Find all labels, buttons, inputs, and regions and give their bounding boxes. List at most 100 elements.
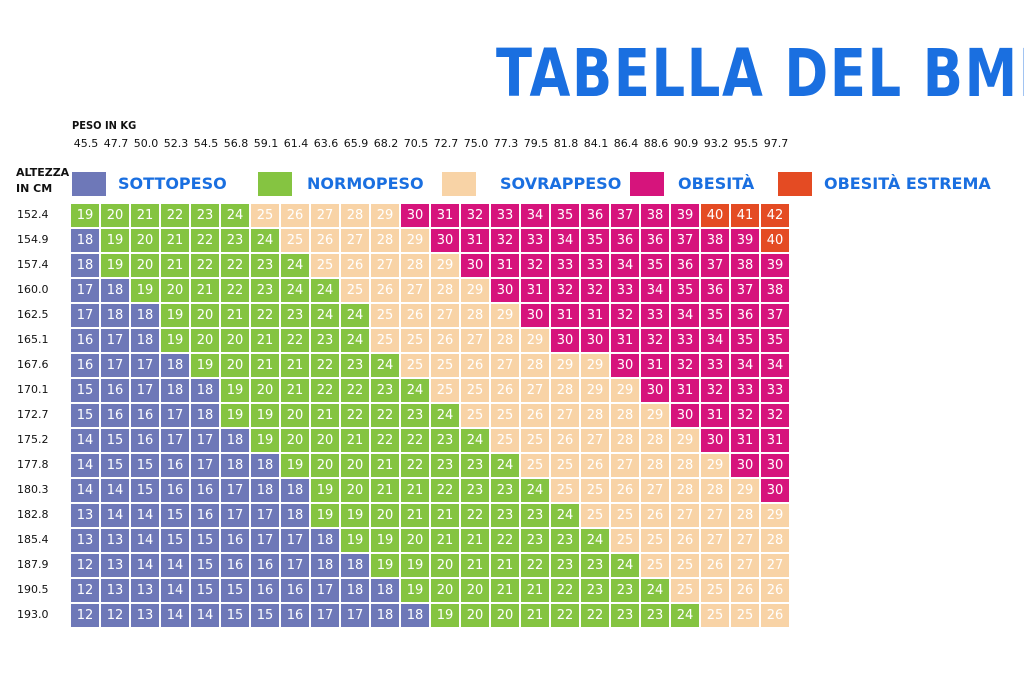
bmi-cell: 24 xyxy=(581,529,609,552)
bmi-cell: 27 xyxy=(491,354,519,377)
bmi-cell: 22 xyxy=(191,229,219,252)
bmi-cell: 32 xyxy=(701,379,729,402)
bmi-cell: 18 xyxy=(341,554,369,577)
bmi-cell: 17 xyxy=(131,354,159,377)
bmi-cell: 19 xyxy=(161,329,189,352)
bmi-cell: 28 xyxy=(641,429,669,452)
bmi-cell: 20 xyxy=(281,404,309,427)
bmi-cell: 23 xyxy=(551,529,579,552)
bmi-cell: 17 xyxy=(311,604,339,627)
bmi-cell: 17 xyxy=(101,354,129,377)
legend-label-0: SOTTOPESO xyxy=(118,174,227,193)
bmi-cell: 19 xyxy=(311,479,339,502)
bmi-cell: 36 xyxy=(701,279,729,302)
bmi-cell: 21 xyxy=(191,279,219,302)
bmi-cell: 27 xyxy=(521,379,549,402)
bmi-cell: 24 xyxy=(311,279,339,302)
bmi-cell: 21 xyxy=(251,329,279,352)
bmi-cell: 38 xyxy=(731,254,759,277)
bmi-cell: 35 xyxy=(581,229,609,252)
bmi-cell: 20 xyxy=(431,579,459,602)
bmi-cell: 20 xyxy=(221,329,249,352)
bmi-cell: 21 xyxy=(251,354,279,377)
bmi-cell: 27 xyxy=(641,479,669,502)
bmi-cell: 27 xyxy=(731,529,759,552)
bmi-cell: 25 xyxy=(671,579,699,602)
bmi-cell: 25 xyxy=(491,429,519,452)
weight-tick-label: 68.2 xyxy=(373,137,399,150)
bmi-cell: 15 xyxy=(161,529,189,552)
bmi-cell: 19 xyxy=(401,554,429,577)
bmi-cell: 18 xyxy=(161,379,189,402)
height-tick-label: 165.1 xyxy=(17,333,49,346)
bmi-cell: 13 xyxy=(71,529,99,552)
bmi-cell: 22 xyxy=(491,529,519,552)
bmi-cell: 27 xyxy=(431,304,459,327)
bmi-cell: 26 xyxy=(461,354,489,377)
bmi-cell: 23 xyxy=(581,579,609,602)
bmi-cell: 29 xyxy=(641,404,669,427)
bmi-cell: 15 xyxy=(131,454,159,477)
bmi-cell: 19 xyxy=(71,204,99,227)
bmi-cell: 15 xyxy=(221,604,249,627)
bmi-cell: 28 xyxy=(431,279,459,302)
bmi-cell: 21 xyxy=(461,554,489,577)
bmi-cell: 21 xyxy=(491,579,519,602)
bmi-cell: 16 xyxy=(251,579,279,602)
bmi-cell: 21 xyxy=(461,529,489,552)
bmi-cell: 34 xyxy=(761,354,789,377)
bmi-cell: 29 xyxy=(551,354,579,377)
bmi-cell: 28 xyxy=(491,329,519,352)
bmi-cell: 23 xyxy=(431,429,459,452)
bmi-cell: 17 xyxy=(131,379,159,402)
bmi-cell: 16 xyxy=(131,429,159,452)
bmi-cell: 34 xyxy=(551,229,579,252)
bmi-cell: 30 xyxy=(731,454,759,477)
weight-tick-label: 63.6 xyxy=(313,137,339,150)
bmi-cell: 26 xyxy=(671,529,699,552)
bmi-cell: 22 xyxy=(371,429,399,452)
bmi-cell: 22 xyxy=(401,429,429,452)
bmi-cell: 20 xyxy=(131,229,159,252)
bmi-cell: 14 xyxy=(71,429,99,452)
bmi-cell: 32 xyxy=(761,404,789,427)
bmi-cell: 29 xyxy=(731,479,759,502)
bmi-cell: 38 xyxy=(641,204,669,227)
bmi-cell: 30 xyxy=(461,254,489,277)
y-axis-label-line-1: ALTEZZA xyxy=(16,166,70,179)
legend-label-4: OBESITÀ ESTREMA xyxy=(824,174,991,193)
bmi-cell: 25 xyxy=(461,404,489,427)
bmi-cell: 37 xyxy=(731,279,759,302)
bmi-cell: 28 xyxy=(371,229,399,252)
bmi-cell: 21 xyxy=(131,204,159,227)
bmi-cell: 32 xyxy=(581,279,609,302)
bmi-cell: 21 xyxy=(371,454,399,477)
bmi-cell: 36 xyxy=(731,304,759,327)
bmi-cell: 20 xyxy=(101,204,129,227)
bmi-cell: 22 xyxy=(341,379,369,402)
bmi-cell: 25 xyxy=(611,529,639,552)
height-tick-label: 154.9 xyxy=(17,233,49,246)
bmi-cell: 24 xyxy=(461,429,489,452)
bmi-cell: 31 xyxy=(431,204,459,227)
bmi-cell: 20 xyxy=(431,554,459,577)
bmi-cell: 25 xyxy=(341,279,369,302)
bmi-cell: 21 xyxy=(401,479,429,502)
bmi-cell: 28 xyxy=(611,429,639,452)
weight-tick-label: 72.7 xyxy=(433,137,459,150)
bmi-cell: 16 xyxy=(251,554,279,577)
bmi-cell: 27 xyxy=(761,554,789,577)
bmi-cell: 24 xyxy=(371,354,399,377)
bmi-cell: 13 xyxy=(101,554,129,577)
bmi-cell: 23 xyxy=(251,254,279,277)
bmi-cell: 14 xyxy=(101,479,129,502)
bmi-cell: 17 xyxy=(221,479,249,502)
weight-tick-label: 84.1 xyxy=(583,137,609,150)
bmi-cell: 29 xyxy=(581,354,609,377)
bmi-cell: 33 xyxy=(611,279,639,302)
bmi-cell: 25 xyxy=(371,304,399,327)
weight-tick-label: 45.5 xyxy=(73,137,99,150)
bmi-cell: 37 xyxy=(701,254,729,277)
bmi-cell: 29 xyxy=(461,279,489,302)
bmi-cell: 30 xyxy=(491,279,519,302)
